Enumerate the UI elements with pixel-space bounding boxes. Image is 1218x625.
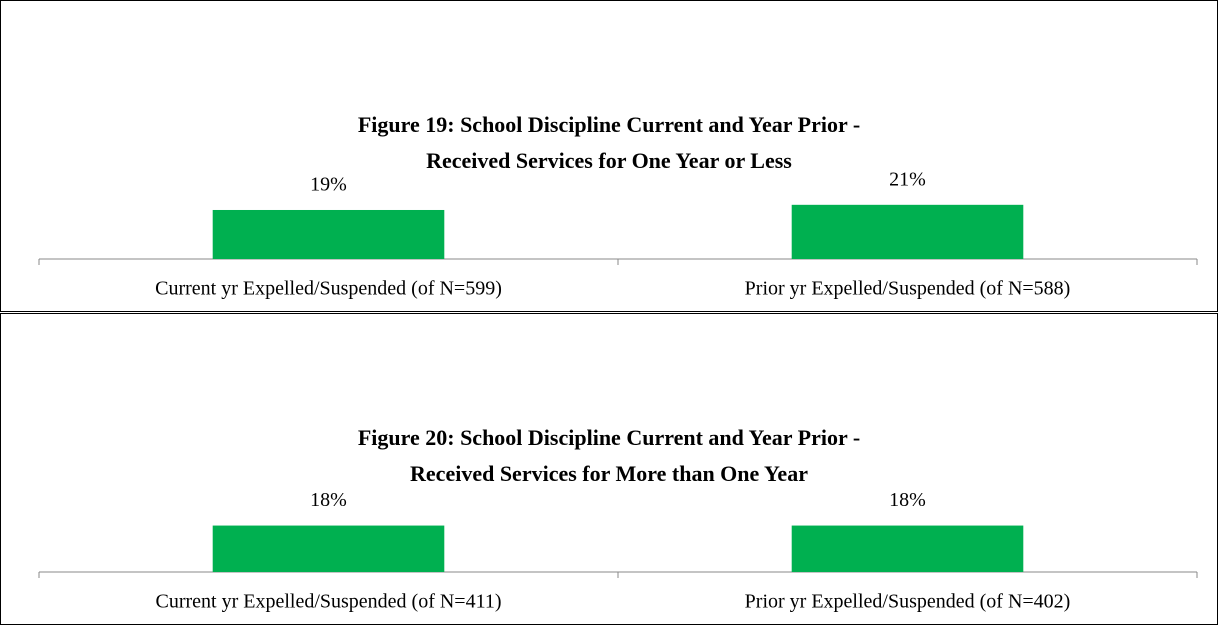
x-tick-label: Prior yr Expelled/Suspended (of N=588) (745, 278, 1071, 300)
x-tick-label: Current yr Expelled/Suspended (of N=411) (155, 591, 501, 613)
bar (212, 525, 445, 572)
chart-panel: Figure 19: School Discipline Current and… (0, 0, 1218, 312)
bar (212, 209, 445, 259)
data-label: 18% (310, 489, 347, 511)
bar (791, 204, 1024, 259)
x-tick-label: Current yr Expelled/Suspended (of N=599) (155, 278, 502, 300)
chart: 19% Current yr Expelled/Suspended (of N=5… (38, 168, 1198, 300)
chart-title: Figure 20: School Discipline Current and… (357, 425, 861, 486)
chart-panel: Figure 20: School Discipline Current and… (0, 313, 1218, 625)
data-label: 21% (889, 168, 926, 190)
chart: 18% Current yr Expelled/Suspended (of N=4… (38, 489, 1198, 613)
x-tick-label: Prior yr Expelled/Suspended (of N=402) (745, 591, 1071, 613)
chart-title: Figure 19: School Discipline Current and… (357, 112, 861, 173)
data-label: 19% (310, 174, 347, 196)
data-label: 18% (889, 489, 926, 511)
bar (791, 525, 1024, 572)
